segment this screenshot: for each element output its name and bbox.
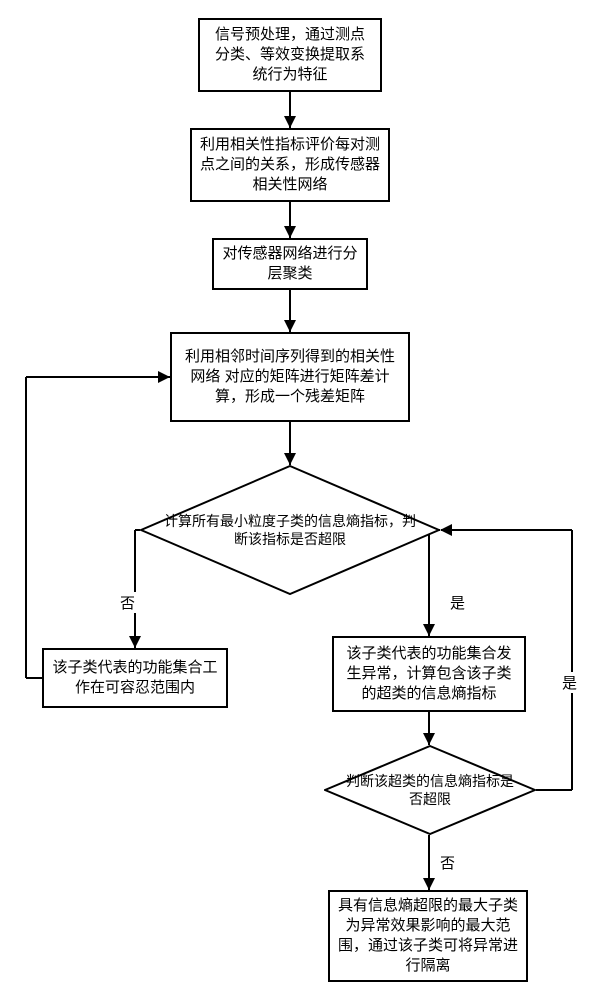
node-abnormal: 该子类代表的功能集合发生异常，计算包含该子类的超类的信息熵指标 [332, 636, 526, 712]
decision-entropy-subclass-text: 计算所有最小粒度子类的信息熵指标，判断该指标是否超限 [140, 465, 440, 595]
label-d1-no: 否 [118, 592, 137, 613]
decision-entropy-subclass: 计算所有最小粒度子类的信息熵指标，判断该指标是否超限 [140, 465, 440, 595]
node-final: 具有信息熵超限的最大子类为异常效果影响的最大范围，通过该子类可将异常进行隔离 [328, 890, 528, 982]
flowchart-canvas: 信号预处理，通过测点分类、等效变换提取系统行为特征 利用相关性指标评价每对测点之… [0, 0, 614, 1000]
node-normal: 该子类代表的功能集合工作在可容忍范围内 [42, 648, 228, 708]
decision-entropy-superclass-text: 判断该超类的信息熵指标是否超限 [324, 745, 536, 835]
node-correlation: 利用相关性指标评价每对测点之间的关系，形成传感器相关性网络 [190, 128, 390, 202]
label-d1-yes: 是 [448, 592, 467, 613]
node-residual: 利用相邻时间序列得到的相关性网络 对应的矩阵进行矩阵差计算，形成一个残差矩阵 [170, 332, 410, 422]
decision-entropy-superclass: 判断该超类的信息熵指标是否超限 [324, 745, 536, 835]
node-cluster: 对传感器网络进行分层聚类 [212, 238, 368, 290]
label-d2-yes: 是 [560, 672, 579, 693]
label-d2-no: 否 [438, 852, 457, 873]
node-preprocess: 信号预处理，通过测点分类、等效变换提取系统行为特征 [198, 18, 382, 92]
